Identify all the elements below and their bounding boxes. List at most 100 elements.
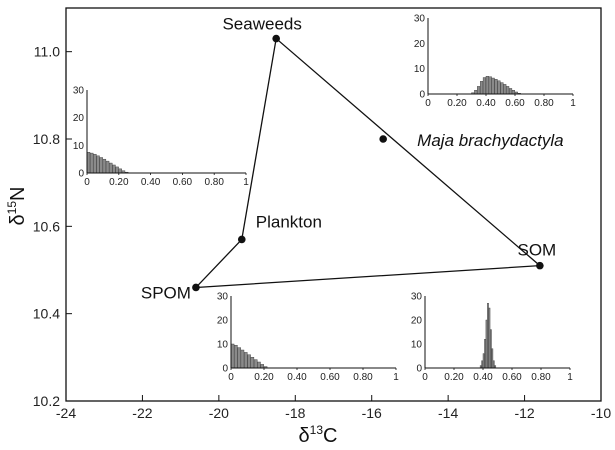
inset-x-tick-label: 0.20 — [254, 372, 274, 383]
inset-x-tick-label: 1 — [567, 372, 573, 383]
inset-x-tick-label: 0 — [84, 177, 90, 188]
inset-bar — [237, 347, 241, 369]
y-tick-label: 10.8 — [33, 131, 60, 147]
inset-bar — [488, 76, 492, 95]
point-plankton — [237, 235, 246, 244]
inset-bar — [509, 88, 513, 95]
inset-y-tick-label: 10 — [217, 340, 229, 351]
inset-bar — [481, 360, 483, 369]
inset-y-tick-label: 10 — [414, 64, 426, 75]
inset-bar — [253, 359, 258, 369]
inset-y-tick-label: 10 — [73, 141, 85, 152]
inset-y-tick-label: 0 — [416, 364, 422, 375]
inset-bar — [96, 155, 100, 174]
inset-bar — [240, 349, 245, 369]
inset-bar — [485, 76, 489, 95]
x-axis: -24 -22 -20 -18 -16 -14 -12 -10 — [56, 395, 611, 421]
source-points: Seaweeds Plankton SPOM SOM Maja brachydactyl… — [141, 15, 564, 303]
x-tick-label: -16 — [362, 405, 382, 421]
inset-y-tick-label: 20 — [411, 316, 423, 327]
inset-x-tick-label: 0.40 — [476, 98, 496, 109]
y-tick-label: 11.0 — [34, 44, 60, 60]
point-spom — [192, 283, 200, 292]
point-seaweeds — [272, 34, 280, 43]
y-tick-label: 10.4 — [33, 306, 60, 322]
inset-bar — [500, 82, 504, 95]
inset-y-tick-label: 30 — [411, 292, 423, 303]
inset-x-tick-label: 0 — [422, 372, 428, 383]
inset-bar — [99, 157, 103, 174]
inset-bar — [234, 345, 238, 369]
inset-y-tick-label: 30 — [73, 86, 85, 97]
inset-bar — [492, 360, 495, 369]
x-tick-label: -18 — [285, 405, 305, 421]
label-spom: SPOM — [141, 283, 191, 302]
inset-x-tick-label: 1 — [570, 98, 576, 109]
inset-x-tick-label: 0.60 — [505, 98, 525, 109]
label-seaweeds: Seaweeds — [222, 15, 301, 34]
inset-x-tick-label: 0 — [425, 98, 431, 109]
inset-bar — [490, 329, 492, 369]
inset-y-tick-label: 0 — [78, 169, 84, 180]
inset-bar — [487, 303, 489, 369]
label-plankton: Plankton — [256, 212, 322, 231]
point-som — [536, 261, 544, 270]
inset-y-tick-label: 30 — [217, 292, 229, 303]
inset-x-tick-label: 0.40 — [473, 372, 493, 383]
inset-x-tick-label: 0.20 — [109, 177, 129, 188]
inset-bar — [105, 160, 110, 174]
inset-bar — [89, 152, 94, 174]
inset-x-tick-label: 0.60 — [173, 177, 193, 188]
y-tick-label: 10.2 — [33, 393, 60, 409]
inset-bar — [474, 89, 478, 95]
y-axis-title: δ15N — [5, 187, 29, 226]
inset-bar — [112, 164, 116, 174]
inset-bar — [247, 354, 251, 369]
x-tick-label: -12 — [514, 405, 534, 421]
inset-bar — [257, 361, 261, 369]
inset-y-tick-label: 0 — [419, 90, 425, 101]
inset-bar — [485, 319, 488, 369]
inset-x-tick-label: 0.80 — [531, 372, 551, 383]
label-som: SOM — [517, 241, 556, 260]
x-axis-title: δ13C — [299, 423, 338, 447]
label-maja-brachydactyla: Maja brachydactyla — [417, 131, 563, 150]
inset-bar — [250, 357, 255, 369]
inset-x-tick-label: 0.60 — [320, 372, 340, 383]
inset-bar — [497, 80, 501, 95]
inset-x-tick-label: 0.80 — [353, 372, 373, 383]
inset-x-tick-label: 0.60 — [502, 372, 522, 383]
x-tick-label: -22 — [132, 405, 152, 421]
mixing-polygon-line — [194, 38, 542, 289]
inset-x-tick-label: 1 — [393, 372, 399, 383]
inset-bar — [503, 84, 507, 95]
inset-bar — [260, 364, 265, 369]
inset-bar — [477, 86, 481, 95]
inset-y-tick-label: 20 — [73, 113, 85, 124]
inset-bar — [102, 158, 107, 174]
y-tick-label: 10.6 — [33, 218, 60, 234]
inset-bar — [488, 307, 491, 369]
inset-bar — [491, 348, 494, 369]
inset-x-tick-label: 0.80 — [204, 177, 224, 188]
inset-bar — [491, 77, 495, 95]
plot-frame — [65, 7, 602, 402]
inset-bar — [482, 77, 487, 95]
inset-bar — [109, 162, 113, 174]
inset-y-tick-label: 30 — [414, 14, 426, 25]
inset-x-tick-label: 0.20 — [447, 98, 467, 109]
inset-bar — [482, 353, 485, 369]
inset-bar — [506, 86, 510, 95]
inset-bar — [494, 79, 498, 95]
inset-x-tick-label: 0.40 — [141, 177, 161, 188]
inset-x-tick-label: 0.40 — [287, 372, 307, 383]
inset-x-tick-label: 1 — [243, 177, 249, 188]
x-tick-label: -20 — [209, 405, 229, 421]
inset-x-tick-label: 0.80 — [534, 98, 554, 109]
